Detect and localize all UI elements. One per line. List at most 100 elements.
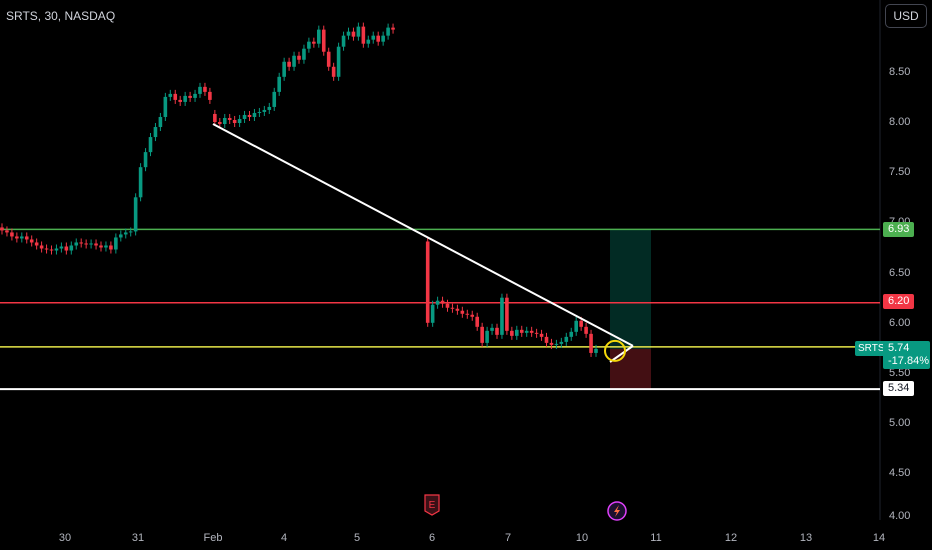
price-tick-label: 7.50 (889, 166, 911, 179)
candle (0, 227, 4, 231)
candle (534, 332, 539, 334)
candle (292, 55, 296, 67)
candle (109, 245, 113, 250)
candle (163, 96, 168, 117)
candle (138, 167, 143, 198)
candle (485, 330, 489, 343)
candle (381, 35, 385, 42)
candle (242, 114, 247, 119)
red-level-price-tag: 6.20 (883, 294, 915, 309)
candle (287, 61, 291, 67)
candle (158, 116, 163, 128)
candle (336, 46, 341, 77)
candle (123, 232, 128, 235)
candle (574, 320, 578, 332)
candle (74, 242, 79, 246)
candle (15, 236, 19, 239)
candle (10, 232, 14, 237)
candle (208, 91, 212, 100)
candle (257, 111, 262, 113)
candle (326, 51, 331, 67)
candle (54, 248, 59, 251)
candle (252, 112, 257, 117)
candle (529, 330, 534, 333)
candle (178, 99, 182, 102)
candle (505, 297, 509, 331)
candle (183, 95, 187, 102)
candle (331, 66, 336, 77)
candle (237, 118, 242, 124)
time-tick-label: 12 (724, 532, 738, 544)
candle (594, 348, 598, 353)
candle (227, 117, 232, 120)
currency-button[interactable]: USD (885, 4, 927, 28)
time-tick-label: 30 (58, 532, 72, 544)
lightning-icon (614, 505, 620, 517)
last-change: -17.84% (888, 355, 929, 367)
entry-marker-circle (604, 339, 626, 362)
candle (203, 86, 207, 92)
candle (366, 39, 371, 44)
candle (584, 326, 588, 334)
candle (589, 333, 593, 353)
loss-zone (610, 348, 651, 390)
candle (198, 86, 202, 94)
candle (267, 106, 272, 110)
candle (99, 245, 103, 248)
candle (435, 300, 440, 305)
candle (44, 248, 49, 250)
last-price: 5.74 (888, 342, 910, 354)
candle (559, 341, 564, 344)
candle (297, 55, 301, 60)
candle (84, 243, 88, 245)
candle (490, 327, 494, 331)
candle (39, 245, 44, 249)
candle (510, 330, 514, 336)
candle (386, 27, 390, 36)
last-price-box: 5.74 -17.84% (883, 341, 930, 369)
candle (376, 35, 380, 42)
candle (495, 327, 499, 335)
candle (524, 330, 529, 333)
candle (569, 331, 574, 337)
price-tick-label: 4.00 (889, 510, 911, 522)
green-level-price-tag: 6.93 (883, 222, 915, 237)
time-tick-label: 6 (428, 532, 436, 544)
candle (515, 329, 519, 336)
candle (272, 91, 277, 107)
candle (430, 304, 435, 323)
candle (153, 127, 158, 138)
candle (49, 249, 54, 251)
candle (69, 245, 74, 251)
candle (356, 26, 361, 37)
candle (232, 119, 237, 124)
candle (465, 313, 470, 315)
candle (59, 246, 64, 249)
candle (277, 76, 281, 92)
candle (29, 239, 34, 243)
time-tick-label: 5 (353, 532, 361, 544)
candle (89, 243, 93, 245)
candle (500, 297, 504, 335)
candle (173, 93, 178, 100)
price-tick-label: 6.50 (889, 266, 911, 279)
candle (143, 152, 148, 168)
candle (445, 303, 450, 308)
price-tick-label: 8.00 (889, 116, 911, 128)
candle (391, 27, 395, 30)
candle (317, 29, 321, 44)
candle (549, 342, 554, 345)
time-tick-label: 14 (872, 532, 886, 544)
time-tick-label: 31 (131, 532, 145, 544)
candle (64, 246, 69, 251)
symbol-title: SRTS, 30, NASDAQ (6, 9, 116, 23)
candle (104, 245, 108, 248)
candle (94, 243, 98, 246)
candle (475, 316, 479, 327)
candle (24, 236, 29, 240)
price-tick-label: 6.00 (889, 316, 911, 329)
candle (213, 113, 217, 122)
candle (460, 310, 465, 314)
candle (579, 320, 583, 327)
